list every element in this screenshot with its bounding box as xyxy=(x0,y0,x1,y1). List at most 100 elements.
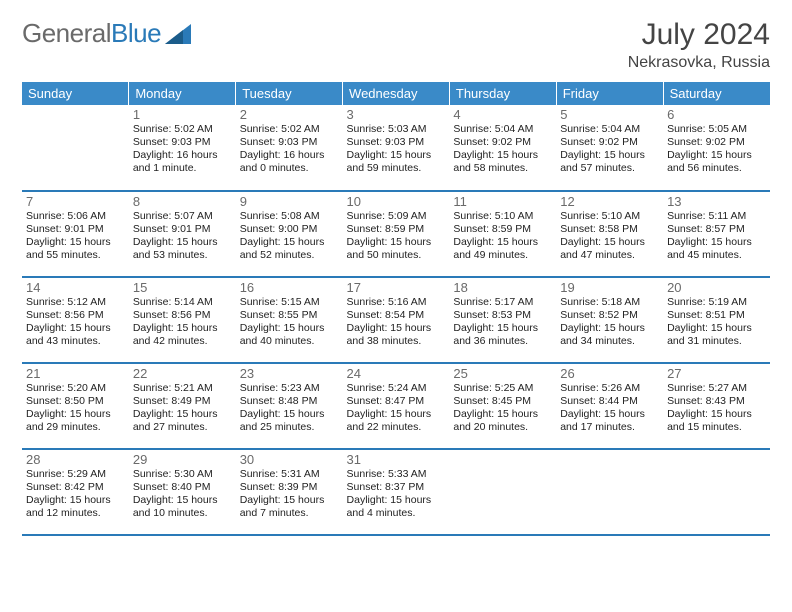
daylight-line: Daylight: 15 hours and 29 minutes. xyxy=(26,408,125,434)
day-number: 31 xyxy=(347,452,446,467)
sunset-line: Sunset: 8:59 PM xyxy=(347,223,446,236)
calendar-day-cell: 5Sunrise: 5:04 AMSunset: 9:02 PMDaylight… xyxy=(556,105,663,191)
day-details: Sunrise: 5:02 AMSunset: 9:03 PMDaylight:… xyxy=(240,123,339,176)
sunset-line: Sunset: 8:40 PM xyxy=(133,481,232,494)
calendar-day-cell: 10Sunrise: 5:09 AMSunset: 8:59 PMDayligh… xyxy=(343,191,450,277)
day-details: Sunrise: 5:24 AMSunset: 8:47 PMDaylight:… xyxy=(347,382,446,435)
daylight-line: Daylight: 15 hours and 4 minutes. xyxy=(347,494,446,520)
sunset-line: Sunset: 8:54 PM xyxy=(347,309,446,322)
calendar-day-cell: 30Sunrise: 5:31 AMSunset: 8:39 PMDayligh… xyxy=(236,449,343,535)
sunset-line: Sunset: 9:02 PM xyxy=(667,136,766,149)
day-number: 13 xyxy=(667,194,766,209)
day-number: 16 xyxy=(240,280,339,295)
daylight-line: Daylight: 15 hours and 20 minutes. xyxy=(453,408,552,434)
sunrise-line: Sunrise: 5:24 AM xyxy=(347,382,446,395)
sunrise-line: Sunrise: 5:15 AM xyxy=(240,296,339,309)
day-details: Sunrise: 5:20 AMSunset: 8:50 PMDaylight:… xyxy=(26,382,125,435)
sunrise-line: Sunrise: 5:30 AM xyxy=(133,468,232,481)
sunrise-line: Sunrise: 5:19 AM xyxy=(667,296,766,309)
daylight-line: Daylight: 15 hours and 34 minutes. xyxy=(560,322,659,348)
calendar-week-row: 7Sunrise: 5:06 AMSunset: 9:01 PMDaylight… xyxy=(22,191,770,277)
calendar-day-cell: 15Sunrise: 5:14 AMSunset: 8:56 PMDayligh… xyxy=(129,277,236,363)
sunset-line: Sunset: 9:01 PM xyxy=(26,223,125,236)
sunset-line: Sunset: 8:58 PM xyxy=(560,223,659,236)
calendar-day-cell: 2Sunrise: 5:02 AMSunset: 9:03 PMDaylight… xyxy=(236,105,343,191)
sunrise-line: Sunrise: 5:33 AM xyxy=(347,468,446,481)
sunrise-line: Sunrise: 5:09 AM xyxy=(347,210,446,223)
calendar-day-cell: 29Sunrise: 5:30 AMSunset: 8:40 PMDayligh… xyxy=(129,449,236,535)
calendar-empty-cell xyxy=(22,105,129,191)
daylight-line: Daylight: 15 hours and 10 minutes. xyxy=(133,494,232,520)
calendar-day-cell: 25Sunrise: 5:25 AMSunset: 8:45 PMDayligh… xyxy=(449,363,556,449)
calendar-week-row: 1Sunrise: 5:02 AMSunset: 9:03 PMDaylight… xyxy=(22,105,770,191)
day-details: Sunrise: 5:02 AMSunset: 9:03 PMDaylight:… xyxy=(133,123,232,176)
day-number: 3 xyxy=(347,107,446,122)
day-details: Sunrise: 5:19 AMSunset: 8:51 PMDaylight:… xyxy=(667,296,766,349)
month-title: July 2024 xyxy=(628,18,770,52)
daylight-line: Daylight: 16 hours and 0 minutes. xyxy=(240,149,339,175)
sunset-line: Sunset: 8:56 PM xyxy=(26,309,125,322)
day-details: Sunrise: 5:04 AMSunset: 9:02 PMDaylight:… xyxy=(560,123,659,176)
daylight-line: Daylight: 15 hours and 45 minutes. xyxy=(667,236,766,262)
weekday-header: Sunday xyxy=(22,82,129,105)
brand-part2: Blue xyxy=(111,18,161,49)
calendar-day-cell: 19Sunrise: 5:18 AMSunset: 8:52 PMDayligh… xyxy=(556,277,663,363)
day-number: 11 xyxy=(453,194,552,209)
day-details: Sunrise: 5:09 AMSunset: 8:59 PMDaylight:… xyxy=(347,210,446,263)
daylight-line: Daylight: 15 hours and 55 minutes. xyxy=(26,236,125,262)
day-details: Sunrise: 5:12 AMSunset: 8:56 PMDaylight:… xyxy=(26,296,125,349)
day-details: Sunrise: 5:10 AMSunset: 8:59 PMDaylight:… xyxy=(453,210,552,263)
daylight-line: Daylight: 15 hours and 53 minutes. xyxy=(133,236,232,262)
sunrise-line: Sunrise: 5:11 AM xyxy=(667,210,766,223)
calendar-day-cell: 4Sunrise: 5:04 AMSunset: 9:02 PMDaylight… xyxy=(449,105,556,191)
daylight-line: Daylight: 15 hours and 22 minutes. xyxy=(347,408,446,434)
sunrise-line: Sunrise: 5:18 AM xyxy=(560,296,659,309)
page-header: GeneralBlue July 2024 Nekrasovka, Russia xyxy=(22,18,770,72)
day-number: 14 xyxy=(26,280,125,295)
sunrise-line: Sunrise: 5:06 AM xyxy=(26,210,125,223)
calendar-empty-cell xyxy=(663,449,770,535)
day-details: Sunrise: 5:25 AMSunset: 8:45 PMDaylight:… xyxy=(453,382,552,435)
daylight-line: Daylight: 15 hours and 12 minutes. xyxy=(26,494,125,520)
brand-part1: General xyxy=(22,18,111,49)
calendar-day-cell: 21Sunrise: 5:20 AMSunset: 8:50 PMDayligh… xyxy=(22,363,129,449)
calendar-day-cell: 20Sunrise: 5:19 AMSunset: 8:51 PMDayligh… xyxy=(663,277,770,363)
daylight-line: Daylight: 15 hours and 40 minutes. xyxy=(240,322,339,348)
calendar-table: SundayMondayTuesdayWednesdayThursdayFrid… xyxy=(22,82,770,536)
sunset-line: Sunset: 9:03 PM xyxy=(240,136,339,149)
sunrise-line: Sunrise: 5:12 AM xyxy=(26,296,125,309)
day-details: Sunrise: 5:33 AMSunset: 8:37 PMDaylight:… xyxy=(347,468,446,521)
sunrise-line: Sunrise: 5:16 AM xyxy=(347,296,446,309)
sunset-line: Sunset: 9:02 PM xyxy=(453,136,552,149)
sunrise-line: Sunrise: 5:29 AM xyxy=(26,468,125,481)
calendar-day-cell: 18Sunrise: 5:17 AMSunset: 8:53 PMDayligh… xyxy=(449,277,556,363)
calendar-day-cell: 6Sunrise: 5:05 AMSunset: 9:02 PMDaylight… xyxy=(663,105,770,191)
day-details: Sunrise: 5:26 AMSunset: 8:44 PMDaylight:… xyxy=(560,382,659,435)
sunset-line: Sunset: 9:03 PM xyxy=(347,136,446,149)
day-number: 7 xyxy=(26,194,125,209)
sunrise-line: Sunrise: 5:10 AM xyxy=(560,210,659,223)
day-number: 1 xyxy=(133,107,232,122)
calendar-day-cell: 22Sunrise: 5:21 AMSunset: 8:49 PMDayligh… xyxy=(129,363,236,449)
calendar-page: GeneralBlue July 2024 Nekrasovka, Russia… xyxy=(0,0,792,548)
sunrise-line: Sunrise: 5:21 AM xyxy=(133,382,232,395)
day-number: 30 xyxy=(240,452,339,467)
weekday-header: Saturday xyxy=(663,82,770,105)
sunrise-line: Sunrise: 5:04 AM xyxy=(453,123,552,136)
calendar-day-cell: 27Sunrise: 5:27 AMSunset: 8:43 PMDayligh… xyxy=(663,363,770,449)
sunset-line: Sunset: 8:56 PM xyxy=(133,309,232,322)
day-details: Sunrise: 5:06 AMSunset: 9:01 PMDaylight:… xyxy=(26,210,125,263)
weekday-header: Wednesday xyxy=(343,82,450,105)
day-number: 6 xyxy=(667,107,766,122)
day-number: 10 xyxy=(347,194,446,209)
daylight-line: Daylight: 15 hours and 57 minutes. xyxy=(560,149,659,175)
calendar-day-cell: 28Sunrise: 5:29 AMSunset: 8:42 PMDayligh… xyxy=(22,449,129,535)
calendar-week-row: 14Sunrise: 5:12 AMSunset: 8:56 PMDayligh… xyxy=(22,277,770,363)
sunrise-line: Sunrise: 5:05 AM xyxy=(667,123,766,136)
sunset-line: Sunset: 9:00 PM xyxy=(240,223,339,236)
calendar-day-cell: 9Sunrise: 5:08 AMSunset: 9:00 PMDaylight… xyxy=(236,191,343,277)
daylight-line: Daylight: 15 hours and 27 minutes. xyxy=(133,408,232,434)
sunset-line: Sunset: 8:52 PM xyxy=(560,309,659,322)
calendar-day-cell: 3Sunrise: 5:03 AMSunset: 9:03 PMDaylight… xyxy=(343,105,450,191)
day-number: 5 xyxy=(560,107,659,122)
